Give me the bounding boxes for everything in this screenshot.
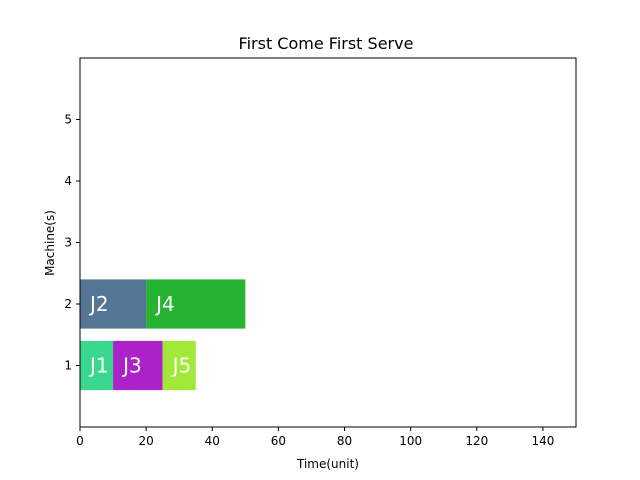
- y-tick-label: 3: [64, 236, 72, 250]
- chart-title: First Come First Serve: [239, 34, 414, 53]
- bar-label-j3: J3: [121, 354, 142, 378]
- y-tick-label: 5: [64, 113, 72, 127]
- y-tick-label: 2: [64, 297, 72, 311]
- x-tick-label: 40: [205, 434, 220, 448]
- x-tick-label: 140: [531, 434, 554, 448]
- bar-j3: [113, 340, 163, 391]
- bar-label-j5: J5: [171, 354, 192, 378]
- x-tick-label: 120: [465, 434, 488, 448]
- x-tick-label: 60: [271, 434, 286, 448]
- bar-j5: [162, 340, 196, 391]
- x-tick-label: 20: [138, 434, 153, 448]
- x-tick-label: 0: [76, 434, 84, 448]
- bars-group: J1 J3 J5 J2 J4: [80, 279, 246, 391]
- bar-j1: [80, 340, 114, 391]
- x-axis-label: Time(unit): [296, 457, 359, 471]
- y-tick-label: 1: [64, 359, 72, 373]
- bar-label-j1: J1: [88, 354, 109, 378]
- y-axis: 1 2 3 4 5: [64, 113, 80, 373]
- x-axis: 0 20 40 60 80 100 120 140: [76, 427, 554, 448]
- bar-j2: [80, 279, 147, 329]
- bar-j4: [146, 279, 246, 329]
- y-tick-label: 4: [64, 174, 72, 188]
- bar-label-j2: J2: [88, 292, 109, 316]
- x-tick-label: 100: [399, 434, 422, 448]
- x-tick-label: 80: [337, 434, 352, 448]
- y-axis-label: Machine(s): [43, 210, 57, 276]
- bar-label-j4: J4: [154, 292, 175, 316]
